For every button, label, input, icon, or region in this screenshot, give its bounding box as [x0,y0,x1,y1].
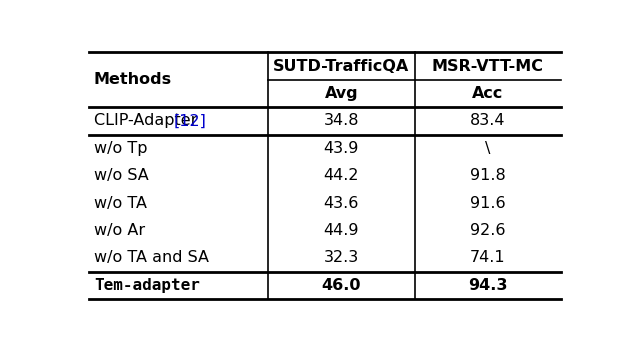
Text: w/o TA and SA: w/o TA and SA [94,251,209,266]
Text: 83.4: 83.4 [470,113,505,128]
Text: Avg: Avg [325,86,358,101]
Text: 32.3: 32.3 [324,251,359,266]
Text: 46.0: 46.0 [321,278,361,293]
Text: Tem-adapter: Tem-adapter [94,278,200,293]
Text: [12]: [12] [174,113,207,128]
Text: 91.6: 91.6 [470,196,505,211]
Text: 44.9: 44.9 [324,223,359,238]
Text: 74.1: 74.1 [470,251,505,266]
Text: 44.2: 44.2 [324,168,359,183]
Text: 43.6: 43.6 [324,196,359,211]
Text: Methods: Methods [94,72,172,87]
Text: SUTD-TrafficQA: SUTD-TrafficQA [273,59,410,74]
Text: MSR-VTT-MC: MSR-VTT-MC [432,59,544,74]
Text: CLIP-Adapter: CLIP-Adapter [94,113,202,128]
Text: \: \ [485,141,490,156]
Text: 91.8: 91.8 [470,168,505,183]
Text: w/o Tp: w/o Tp [94,141,148,156]
Text: 34.8: 34.8 [324,113,359,128]
Text: Acc: Acc [472,86,503,101]
Text: 43.9: 43.9 [324,141,359,156]
Text: 94.3: 94.3 [468,278,507,293]
Text: w/o TA: w/o TA [94,196,147,211]
Text: 92.6: 92.6 [470,223,505,238]
Text: w/o Ar: w/o Ar [94,223,145,238]
Text: w/o SA: w/o SA [94,168,149,183]
